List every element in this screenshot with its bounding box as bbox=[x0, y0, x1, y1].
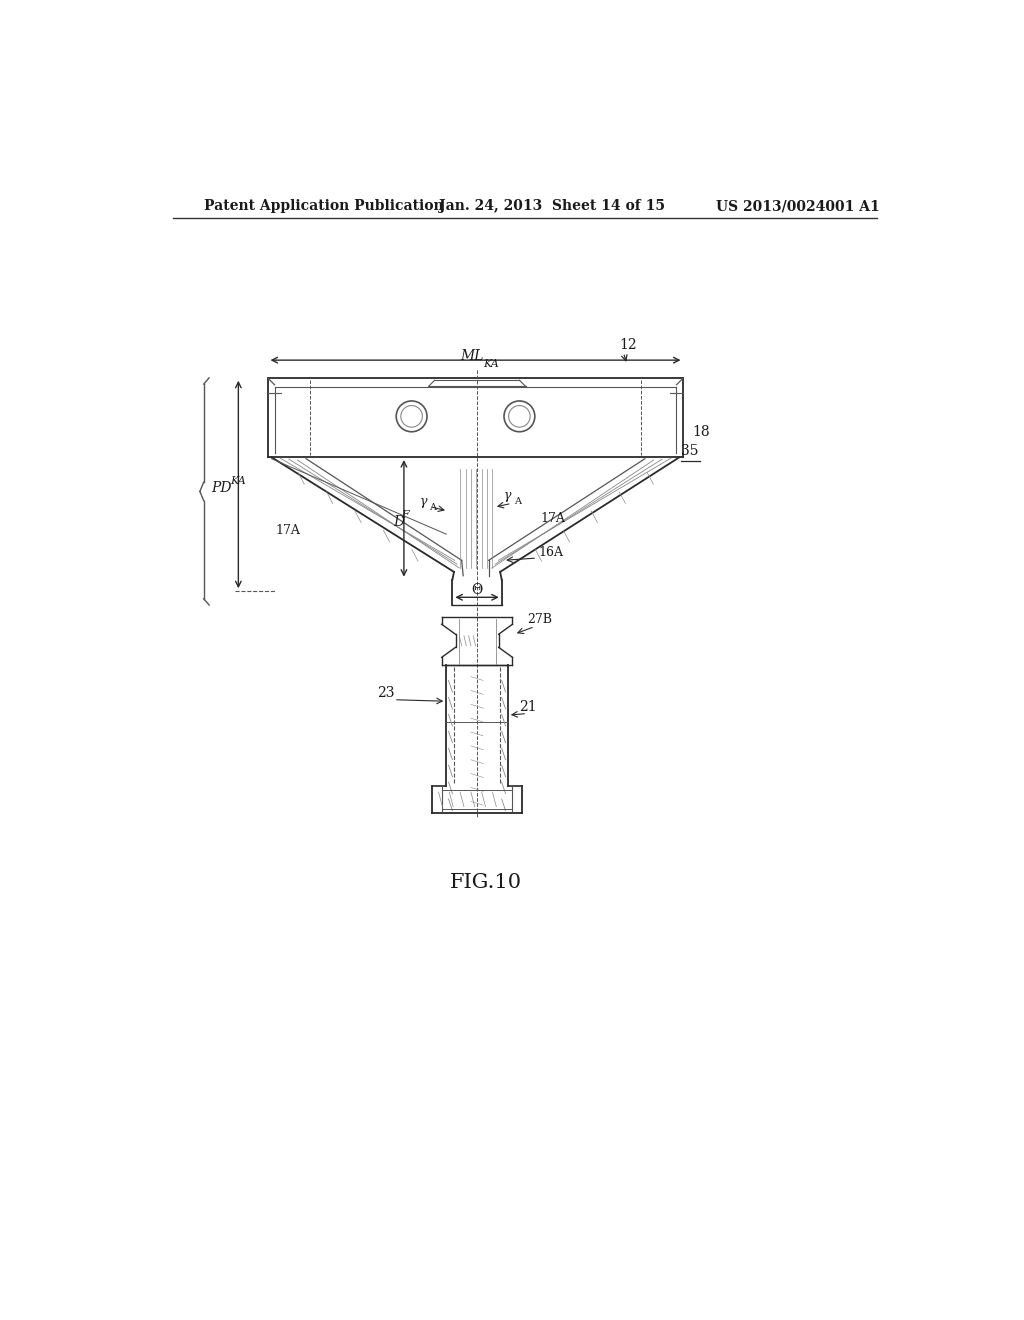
Text: 18: 18 bbox=[692, 425, 711, 438]
Text: ML: ML bbox=[460, 348, 483, 363]
Text: 16A: 16A bbox=[539, 545, 563, 558]
Text: F: F bbox=[400, 510, 409, 520]
Text: 17A: 17A bbox=[275, 524, 300, 537]
Text: KA: KA bbox=[230, 477, 247, 486]
Text: γ: γ bbox=[419, 495, 427, 508]
Text: Jan. 24, 2013  Sheet 14 of 15: Jan. 24, 2013 Sheet 14 of 15 bbox=[438, 199, 665, 213]
Text: Θ: Θ bbox=[472, 583, 483, 598]
Text: 35: 35 bbox=[681, 444, 698, 458]
Text: Patent Application Publication: Patent Application Publication bbox=[204, 199, 443, 213]
Text: US 2013/0024001 A1: US 2013/0024001 A1 bbox=[716, 199, 880, 213]
Text: KA: KA bbox=[483, 359, 499, 368]
Text: 27B: 27B bbox=[527, 612, 552, 626]
Text: 21: 21 bbox=[519, 700, 537, 714]
Text: A: A bbox=[429, 503, 436, 512]
Text: A: A bbox=[514, 498, 521, 507]
Text: γ: γ bbox=[504, 490, 512, 502]
Text: FIG.10: FIG.10 bbox=[451, 873, 522, 892]
Text: D: D bbox=[393, 515, 404, 529]
Text: PD: PD bbox=[211, 480, 231, 495]
Text: 17A: 17A bbox=[541, 512, 565, 525]
Text: 23: 23 bbox=[377, 686, 394, 701]
Text: 12: 12 bbox=[620, 338, 637, 352]
